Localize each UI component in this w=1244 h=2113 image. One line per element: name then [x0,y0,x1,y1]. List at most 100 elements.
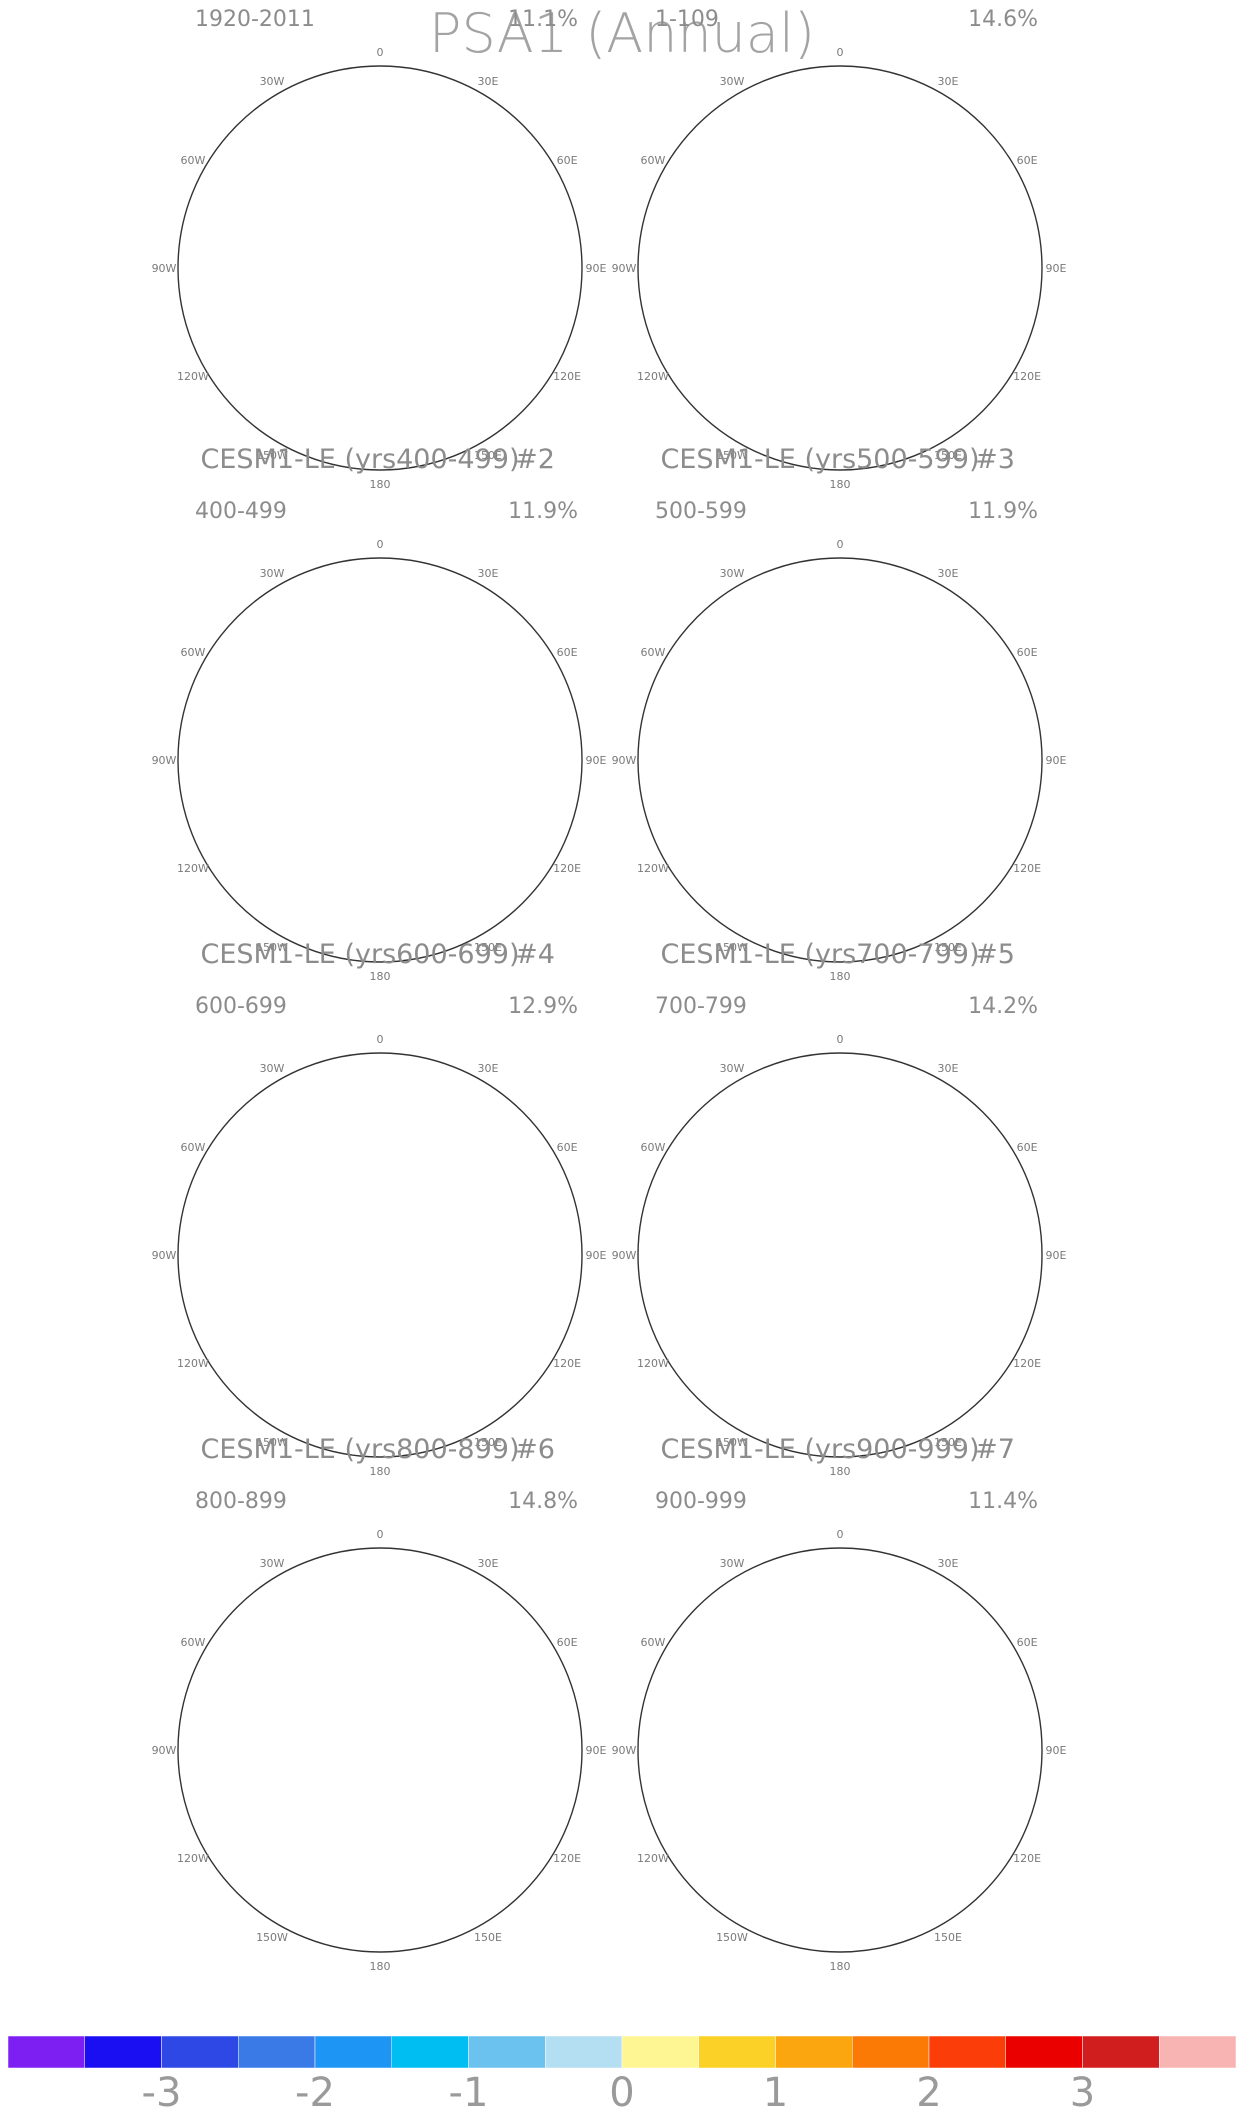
colorbar-label: 3 [1070,2070,1095,2113]
panel-years: 900-999 [655,1489,747,1514]
colorbar-swatch [161,2035,239,2069]
longitude-label: 30W [260,1062,285,1075]
longitude-label: 120W [637,862,669,875]
colorbar: -3 -2 -1 0 1 2 3 [7,2035,1237,2113]
coastline [810,218,914,338]
contour-region [828,688,1072,951]
contour-region [302,750,349,831]
longitude-label: 90W [612,1744,637,1757]
contour-region [810,1190,890,1300]
coastline [645,670,820,740]
longitude-label: 120E [553,1357,581,1370]
contour-region [709,1226,862,1383]
coastline [350,1205,454,1325]
colorbar-label: 2 [916,2070,941,2113]
panel-number: #6 [515,1434,555,1465]
longitude-label: 150W [716,941,748,954]
longitude-label: 60W [181,154,206,167]
coastline [420,560,460,620]
panel-years: 800-899 [195,1489,287,1514]
longitude-label: 90E [1046,262,1067,275]
longitude-label: 60W [181,646,206,659]
contour-region [216,209,484,428]
contour-region [220,1186,400,1405]
map-panel: CESM1-LE (yrs900-999)#7 900-999 11.4% 0 30E 6… [612,1434,1067,1973]
coastline [880,68,920,128]
colorbar-swatch [391,2035,469,2069]
colorbar-swatch [852,2035,930,2069]
longitude-label: 120E [1013,1852,1041,1865]
coastline [645,178,820,248]
longitude-label: 0 [377,1528,384,1541]
map-panel: CESM1-LE (yrs400-499)#2 400-499 11.9% 0 30E 6… [152,444,607,983]
coastline [420,68,460,128]
contour-region [720,250,840,366]
longitude-label: 150E [934,1436,962,1449]
colorbar-swatch [545,2035,623,2069]
contour-region [724,1784,836,1876]
longitude-label: 90E [586,262,607,275]
contour-region [422,772,529,897]
longitude-label: 60E [1017,1636,1038,1649]
panel-percent: 11.9% [508,499,578,524]
panel-percent: 14.6% [968,7,1038,32]
anomaly-field [216,68,582,470]
contour-region [558,334,560,378]
coastline [645,1660,820,1730]
colorbar-swatch [1159,2035,1237,2069]
longitude-label: 120E [1013,370,1041,383]
coastline [900,849,1032,920]
coastline [440,849,572,920]
longitude-label: 150E [934,449,962,462]
map-panel: CESM1-LE (yrs600-699)#4 600-699 12.9% 0 30E 6… [150,939,607,1478]
contour-region [246,1215,374,1374]
longitude-label: 30E [478,75,499,88]
contour-region [200,700,280,880]
longitude-label: 150E [934,1931,962,1944]
longitude-label: 90W [612,1249,637,1262]
contour-region [825,208,935,308]
longitude-label: 60W [181,1636,206,1649]
contour-region [663,1220,777,1431]
longitude-label: 30W [720,1557,745,1570]
longitude-label: 30W [260,75,285,88]
contour-region [150,1075,450,1455]
panel-percent: 11.4% [968,1489,1038,1514]
longitude-label: 60E [1017,1141,1038,1154]
panel-number: #7 [975,1434,1015,1465]
panel-years: 400-499 [195,499,287,524]
longitude-label: 150W [716,1436,748,1449]
longitude-label: 180 [830,1960,851,1973]
longitude-label: 0 [837,46,844,59]
contour-region [770,1115,970,1355]
panel-title: CESM1-LE (yrs500-599) [661,444,980,475]
longitude-label: 30E [478,1557,499,1570]
longitude-label: 150W [716,449,748,462]
colorbar-label: -1 [449,2070,489,2113]
anomaly-field [170,558,582,962]
panel-percent: 14.8% [508,1489,578,1514]
coastline [845,1900,863,1945]
longitude-label: 60E [557,1141,578,1154]
longitude-label: 30W [260,1557,285,1570]
map-panel: CESM1-UNICON#11-10914.6%030E60E90E120E15… [612,7,1067,491]
contour-region [160,1550,440,1950]
longitude-label: 30W [720,1062,745,1075]
contour-region [230,1670,350,1890]
longitude-label: 150W [256,449,288,462]
coastline [185,670,360,740]
longitude-label: 30E [938,1062,959,1075]
longitude-label: 150W [256,1931,288,1944]
longitude-label: 90W [152,1249,177,1262]
longitude-label: 0 [377,46,384,59]
coastline [440,1839,572,1910]
contour-region [790,1145,930,1325]
coastline [350,218,454,338]
panel-number: #5 [975,939,1015,970]
coastline [440,1344,572,1415]
map-panel: CESM1-LE (yrs700-799)#5 700-799 14.2% 0 30E 6… [612,939,1067,1478]
map-panel: CESM1-LE (yrs500-599)#3 500-599 11.9% 0 30E 6… [612,444,1072,983]
longitude-label: 180 [370,1465,391,1478]
contour-region [305,276,345,308]
